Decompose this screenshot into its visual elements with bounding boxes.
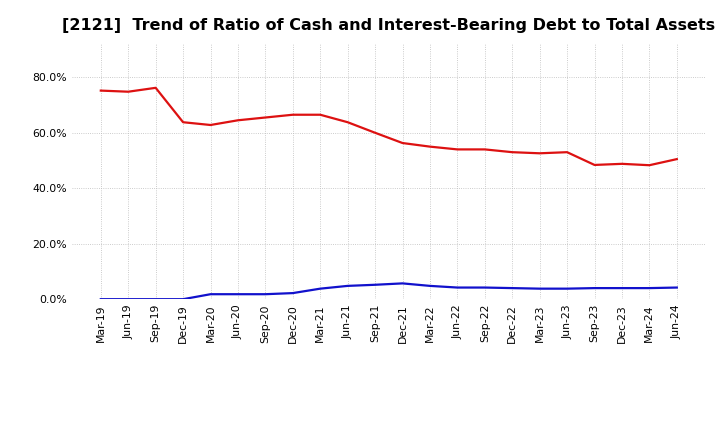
- Cash: [398, 140, 407, 146]
- Interest-Bearing Debt: [618, 286, 626, 291]
- Cash: [618, 161, 626, 166]
- Cash: [289, 112, 297, 117]
- Interest-Bearing Debt: [672, 285, 681, 290]
- Interest-Bearing Debt: [453, 285, 462, 290]
- Interest-Bearing Debt: [96, 297, 105, 302]
- Cash: [124, 89, 132, 94]
- Interest-Bearing Debt: [316, 286, 325, 291]
- Cash: [206, 122, 215, 128]
- Legend: Cash, Interest-Bearing Debt: Cash, Interest-Bearing Debt: [245, 439, 533, 440]
- Cash: [371, 130, 379, 136]
- Interest-Bearing Debt: [261, 292, 270, 297]
- Cash: [233, 117, 242, 123]
- Interest-Bearing Debt: [590, 286, 599, 291]
- Cash: [96, 88, 105, 93]
- Interest-Bearing Debt: [426, 283, 434, 289]
- Line: Cash: Cash: [101, 88, 677, 165]
- Cash: [508, 150, 516, 155]
- Cash: [179, 120, 187, 125]
- Cash: [316, 112, 325, 117]
- Cash: [536, 150, 544, 156]
- Cash: [480, 147, 489, 152]
- Cash: [672, 157, 681, 162]
- Cash: [590, 162, 599, 168]
- Cash: [151, 85, 160, 91]
- Interest-Bearing Debt: [645, 286, 654, 291]
- Interest-Bearing Debt: [124, 297, 132, 302]
- Title: [2121]  Trend of Ratio of Cash and Interest-Bearing Debt to Total Assets: [2121] Trend of Ratio of Cash and Intere…: [62, 18, 716, 33]
- Cash: [343, 120, 352, 125]
- Cash: [645, 162, 654, 168]
- Line: Interest-Bearing Debt: Interest-Bearing Debt: [101, 283, 677, 299]
- Interest-Bearing Debt: [233, 292, 242, 297]
- Interest-Bearing Debt: [536, 286, 544, 291]
- Interest-Bearing Debt: [289, 290, 297, 296]
- Cash: [563, 150, 572, 155]
- Interest-Bearing Debt: [508, 286, 516, 291]
- Cash: [453, 147, 462, 152]
- Interest-Bearing Debt: [151, 297, 160, 302]
- Cash: [426, 144, 434, 149]
- Interest-Bearing Debt: [179, 297, 187, 302]
- Interest-Bearing Debt: [563, 286, 572, 291]
- Interest-Bearing Debt: [371, 282, 379, 287]
- Interest-Bearing Debt: [206, 292, 215, 297]
- Interest-Bearing Debt: [398, 281, 407, 286]
- Interest-Bearing Debt: [480, 285, 489, 290]
- Cash: [261, 115, 270, 120]
- Interest-Bearing Debt: [343, 283, 352, 289]
